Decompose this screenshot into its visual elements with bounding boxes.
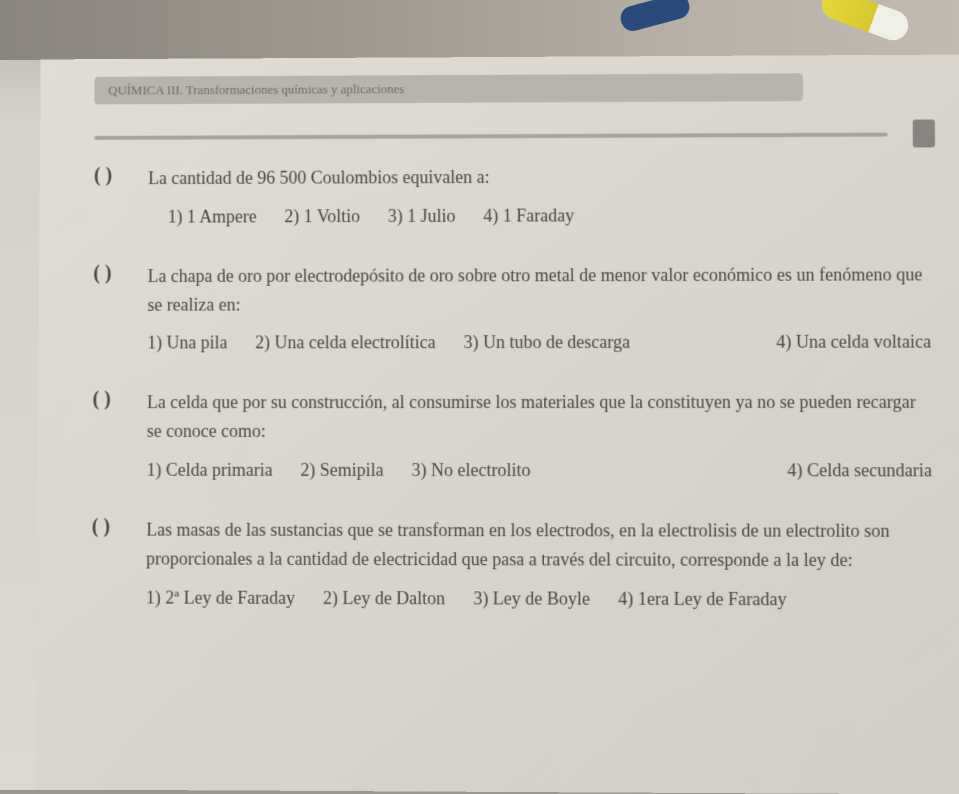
option-2: 2) Una celda electrolítica xyxy=(255,333,435,354)
option-4: 4) 1 Faraday xyxy=(483,205,574,226)
question-text: La celda que por su construcción, al con… xyxy=(147,388,932,446)
answer-paren: ( ) xyxy=(92,516,110,539)
option-3: 3) No electrolito xyxy=(411,460,530,481)
option-3: 3) 1 Julio xyxy=(388,206,456,227)
subject-label: QUÍMICA III. Transformaciones químicas y… xyxy=(108,81,404,97)
answer-paren: ( ) xyxy=(93,389,111,412)
question-4: ( ) Las masas de las sustancias que se t… xyxy=(91,516,932,611)
question-text: La chapa de oro por electrodepósito de o… xyxy=(147,260,931,319)
question-options: 1) 1 Ampere 2) 1 Voltio 3) 1 Julio 4) 1 … xyxy=(148,204,931,227)
question-options: 1) Celda primaria 2) Semipila 3) No elec… xyxy=(147,460,932,482)
question-options: 1) Una pila 2) Una celda electrolítica 3… xyxy=(147,332,931,354)
question-3: ( ) La celda que por su construcción, al… xyxy=(92,388,932,481)
option-3: 3) Un tubo de descarga xyxy=(463,332,630,353)
question-2: ( ) La chapa de oro por electrodepósito … xyxy=(93,260,931,354)
answer-paren: ( ) xyxy=(94,164,112,187)
option-1: 1) 2ª Ley de Faraday xyxy=(146,587,295,608)
option-2: 2) Ley de Dalton xyxy=(323,588,445,609)
option-1: 1) Celda primaria xyxy=(147,460,273,481)
option-1: 1) Una pila xyxy=(147,333,227,354)
option-3: 3) Ley de Boyle xyxy=(473,588,590,609)
option-4: 4) Una celda voltaica xyxy=(776,332,931,353)
question-1: ( ) La cantidad de 96 500 Coulombios equ… xyxy=(94,161,931,227)
desk-background xyxy=(0,0,959,60)
question-text: Las masas de las sustancias que se trans… xyxy=(146,516,933,575)
textbook-page: QUÍMICA III. Transformaciones químicas y… xyxy=(36,55,959,794)
question-text: La cantidad de 96 500 Coulombios equival… xyxy=(148,161,930,192)
header-divider xyxy=(94,133,887,140)
option-2: 2) Semipila xyxy=(300,460,383,481)
option-4: 4) Celda secundaria xyxy=(787,460,932,481)
page-header: QUÍMICA III. Transformaciones químicas y… xyxy=(94,73,803,104)
question-options: 1) 2ª Ley de Faraday 2) Ley de Dalton 3)… xyxy=(146,587,933,610)
option-1: 1) 1 Ampere xyxy=(168,206,257,227)
option-2: 2) 1 Voltio xyxy=(284,206,360,227)
option-4: 4) 1era Ley de Faraday xyxy=(618,588,786,610)
answer-paren: ( ) xyxy=(93,262,111,285)
header-shield-icon xyxy=(913,119,935,147)
